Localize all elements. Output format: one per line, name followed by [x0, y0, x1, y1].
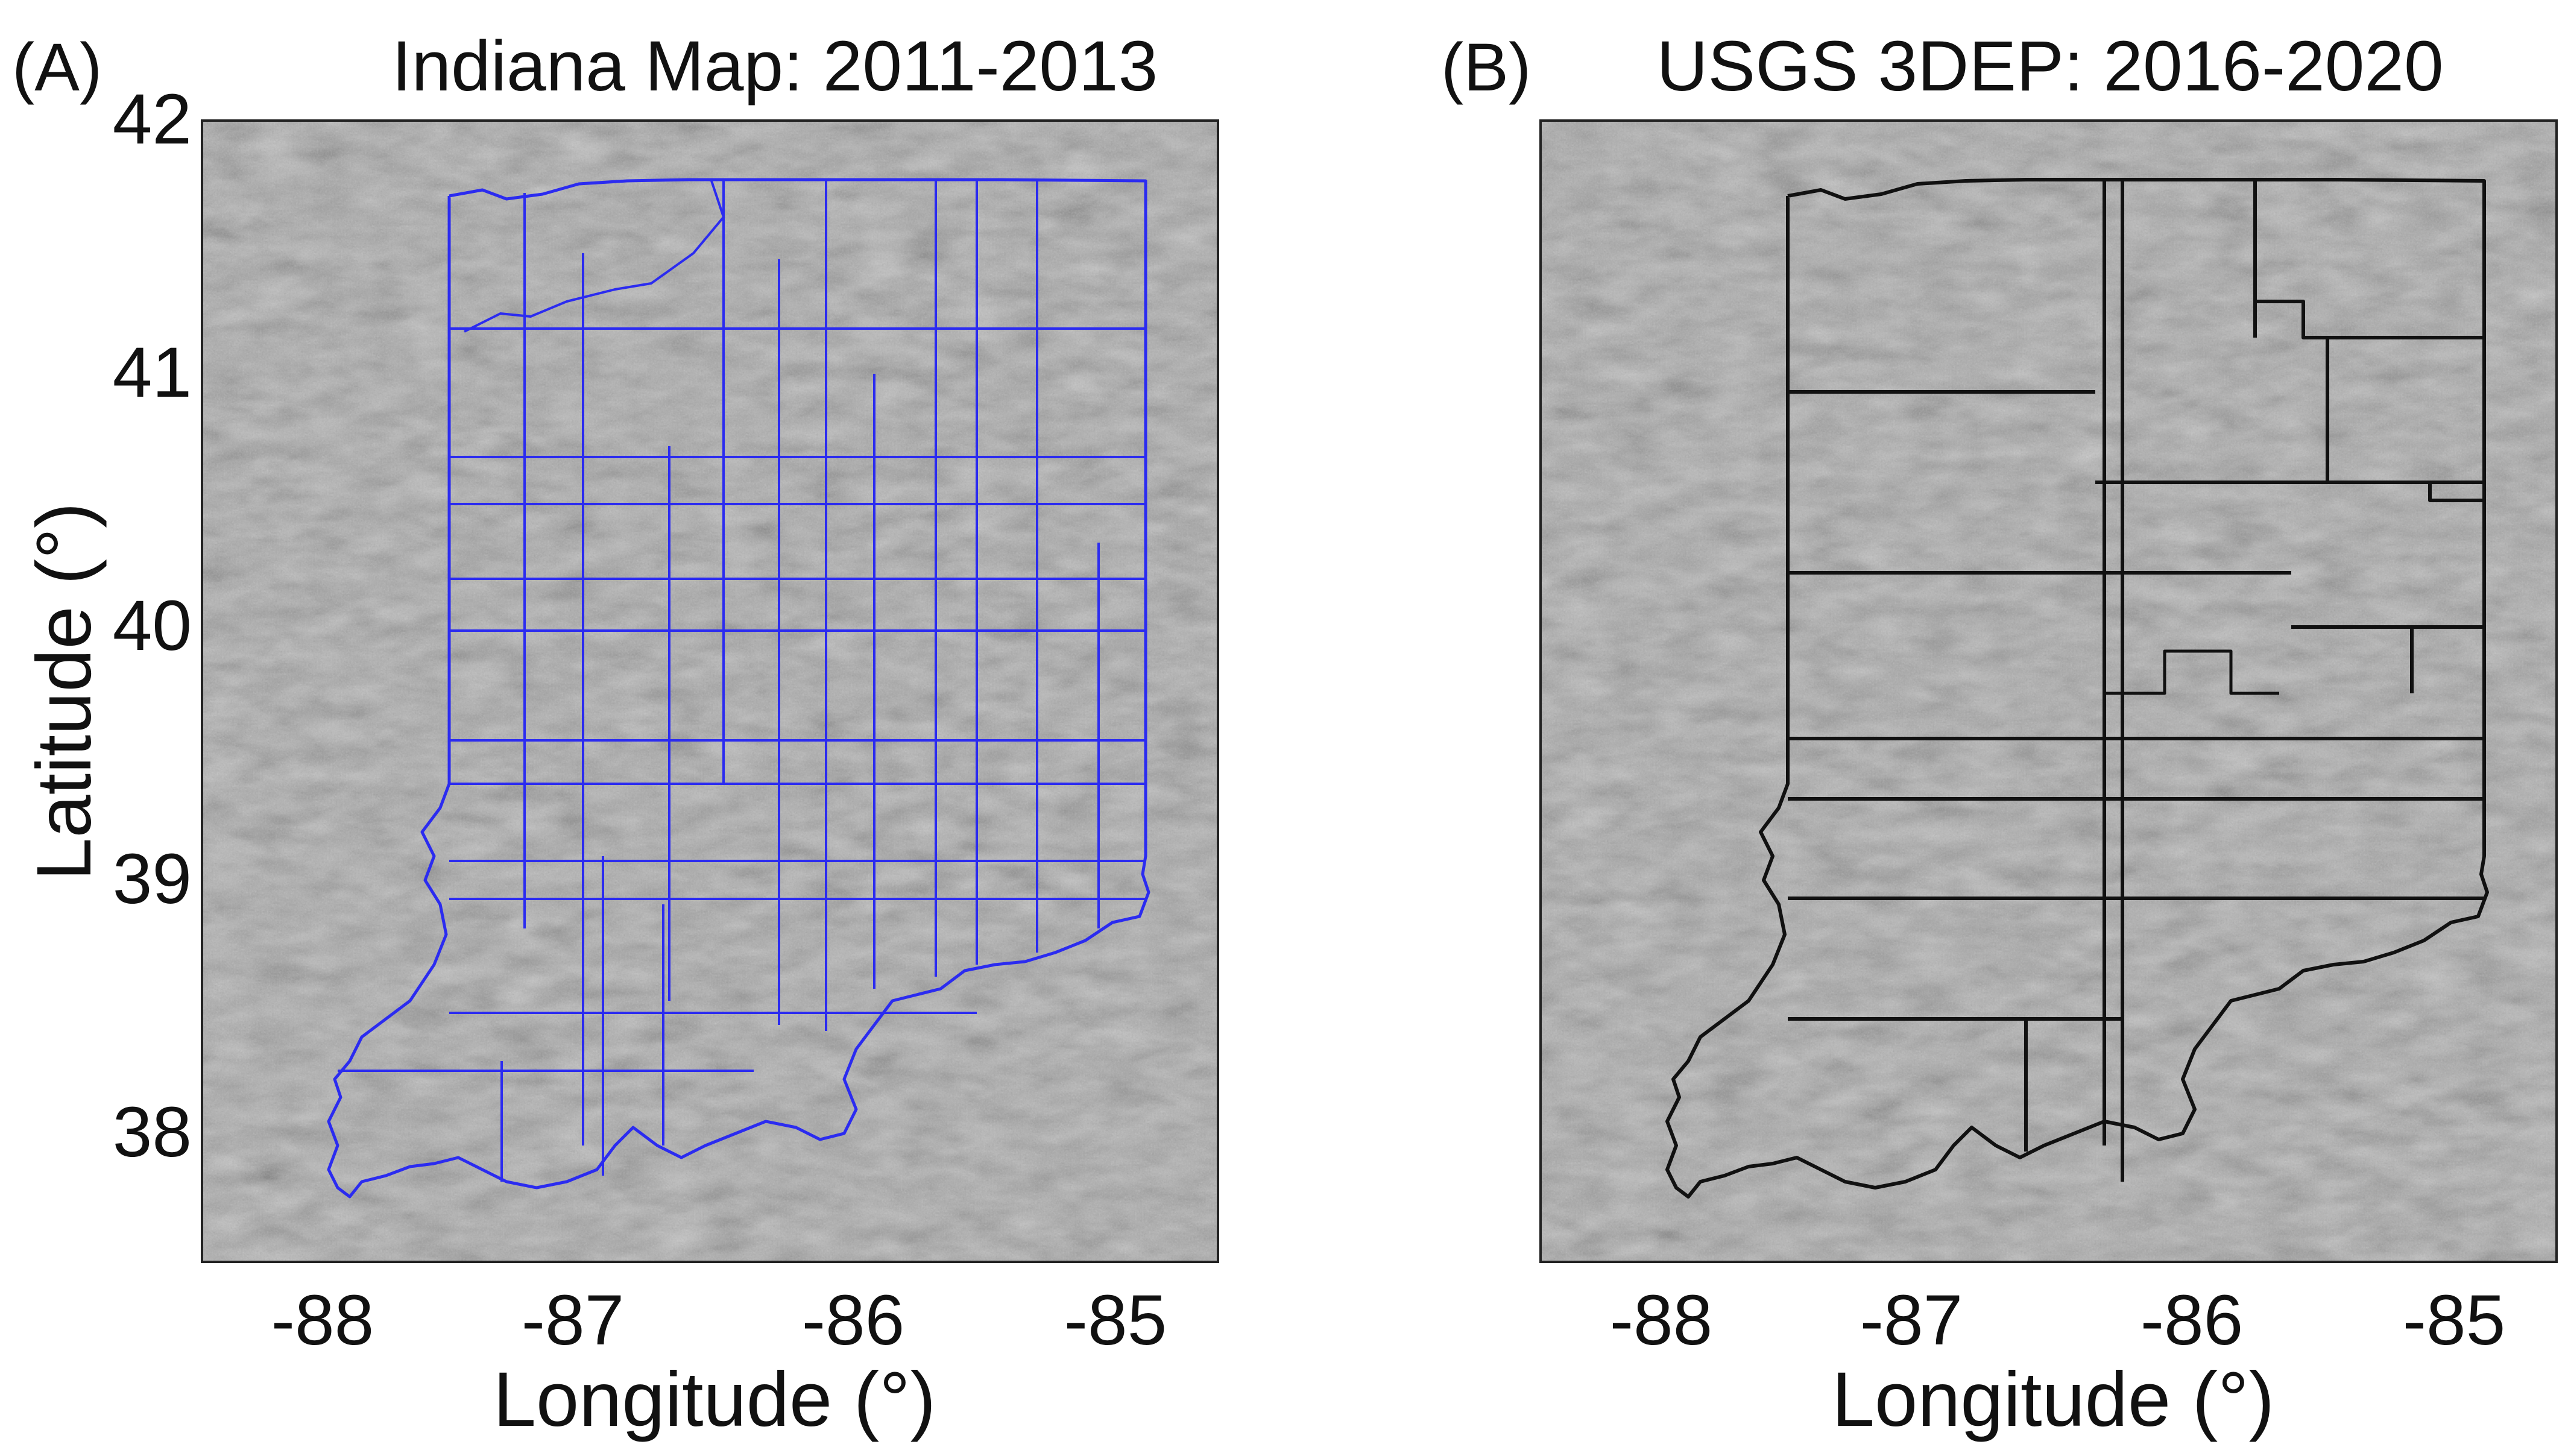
x-tick-label: -88	[271, 1281, 374, 1360]
state-outline	[1665, 178, 2489, 1199]
panel-b-title: USGS 3DEP: 2016-2020	[1656, 27, 2443, 106]
state-outline	[327, 178, 1150, 1199]
x-tick-label: -85	[1064, 1281, 1167, 1360]
panel-a-map	[201, 119, 1219, 1263]
state-outline	[2104, 649, 2279, 695]
panel-a-x-axis-label: Longitude (°)	[493, 1357, 936, 1443]
state-outline	[464, 180, 725, 333]
y-tick-label: 41	[113, 333, 192, 412]
state-outline	[2327, 481, 2484, 502]
x-tick-label: -87	[1860, 1281, 1963, 1360]
panel-b-frame	[1539, 119, 2558, 1263]
panel-a-grain	[202, 121, 1218, 1262]
panel-b-x-axis: -88 -87 -86 -85 Longitude (°)	[1610, 1281, 2506, 1443]
x-tick-label: -85	[2403, 1281, 2506, 1360]
panel-b-project-tiles	[1665, 178, 2489, 1199]
y-tick-label: 40	[113, 586, 192, 666]
x-tick-label: -86	[802, 1281, 905, 1360]
panel-a: (A) Indiana Map: 2011-2013 42 41 40 39 3…	[12, 27, 1219, 1443]
panel-a-frame	[201, 119, 1219, 1263]
x-tick-label: -87	[522, 1281, 625, 1360]
panel-a-county-tiles	[327, 178, 1150, 1199]
panel-a-x-axis: -88 -87 -86 -85 Longitude (°)	[271, 1281, 1167, 1443]
panel-b-grain	[1541, 121, 2557, 1262]
x-tick-label: -86	[2141, 1281, 2244, 1360]
panel-b-x-axis-label: Longitude (°)	[1832, 1357, 2274, 1443]
panel-a-title: Indiana Map: 2011-2013	[392, 27, 1158, 106]
y-tick-label: 42	[113, 80, 192, 159]
panel-a-letter: (A)	[12, 30, 102, 105]
y-tick-label: 39	[113, 839, 192, 919]
panel-b-letter: (B)	[1441, 30, 1531, 105]
x-tick-label: -88	[1610, 1281, 1713, 1360]
state-outline	[2255, 300, 2484, 339]
y-tick-label: 38	[113, 1092, 192, 1172]
panel-b-map	[1539, 119, 2558, 1263]
panel-b: (B) USGS 3DEP: 2016-2020 -88 -87 -86 -85…	[1441, 27, 2558, 1443]
panel-a-y-axis: 42 41 40 39 38 Latitude (°)	[21, 80, 192, 1172]
panel-a-y-axis-label: Latitude (°)	[21, 502, 107, 881]
